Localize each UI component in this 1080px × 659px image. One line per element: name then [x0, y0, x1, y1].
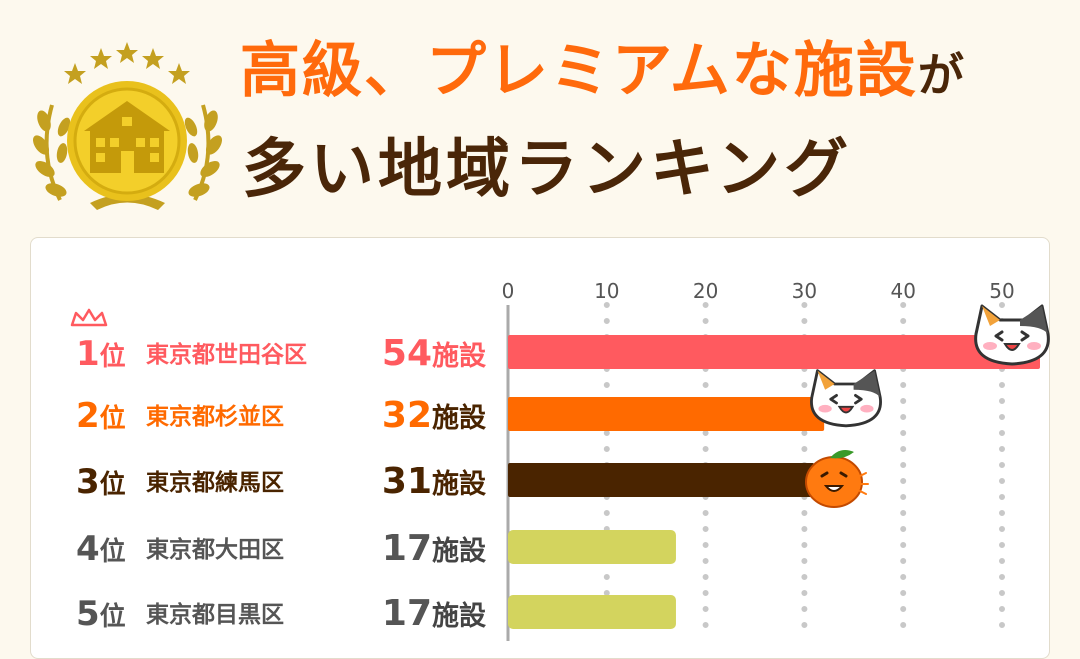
medal-icon — [33, 42, 222, 210]
value-unit: 施設 — [432, 340, 487, 372]
rank-number: 5 — [76, 594, 100, 634]
x-tick-label: 30 — [792, 279, 817, 303]
value-unit: 施設 — [432, 535, 487, 567]
rank-number: 2 — [76, 396, 100, 436]
rank-suffix: 位 — [100, 469, 126, 500]
cat-icon — [810, 369, 882, 428]
rank-number: 3 — [76, 462, 100, 502]
laurel-icon — [33, 104, 222, 210]
area-name: 東京都杉並区 — [146, 403, 284, 430]
value-number: 32 — [382, 395, 432, 436]
star-icon — [64, 42, 190, 84]
chart-panel — [30, 237, 1050, 659]
rank-suffix: 位 — [100, 403, 126, 434]
rank-suffix: 位 — [100, 601, 126, 632]
bar — [508, 463, 815, 497]
bar — [508, 397, 825, 431]
rank-label: 2位 — [76, 396, 126, 436]
value-label: 31施設 — [382, 461, 487, 502]
value-number: 17 — [382, 593, 432, 634]
crown-icon — [70, 308, 108, 327]
bar — [508, 335, 1040, 369]
value-number: 54 — [382, 333, 432, 374]
area-name: 東京都練馬区 — [146, 469, 284, 496]
header: 高級、プレミアムな施設が 多い地域ランキング — [0, 0, 1080, 230]
rank-label: 1位 — [76, 334, 126, 374]
value-unit: 施設 — [432, 468, 487, 500]
orange-icon — [805, 450, 869, 508]
page-title-line2: 多い地域ランキング — [242, 133, 853, 207]
value-number: 31 — [382, 461, 432, 502]
x-tick-label: 40 — [890, 279, 915, 303]
x-tick-label: 0 — [502, 279, 515, 303]
rank-label: 3位 — [76, 462, 126, 502]
rank-number: 1 — [76, 334, 100, 374]
area-name: 東京都世田谷区 — [146, 341, 307, 368]
value-label: 54施設 — [382, 333, 487, 374]
x-tick-label: 10 — [594, 279, 619, 303]
rank-label: 4位 — [76, 529, 126, 569]
rank-number: 4 — [76, 529, 100, 569]
cat-icon — [974, 304, 1050, 366]
building-icon — [84, 101, 170, 173]
bar — [508, 595, 676, 629]
value-label: 17施設 — [382, 593, 487, 634]
value-number: 17 — [382, 528, 432, 569]
value-unit: 施設 — [432, 600, 487, 632]
x-tick-label: 20 — [693, 279, 718, 303]
value-label: 32施設 — [382, 395, 487, 436]
page-title-line1: 高級、プレミアムな施設が — [240, 36, 966, 106]
rank-suffix: 位 — [100, 536, 126, 567]
rank-suffix: 位 — [100, 341, 126, 372]
value-unit: 施設 — [432, 402, 487, 434]
area-name: 東京都大田区 — [146, 536, 284, 563]
rank-label: 5位 — [76, 594, 126, 634]
area-name: 東京都目黒区 — [146, 601, 284, 628]
value-label: 17施設 — [382, 528, 487, 569]
bar — [508, 530, 676, 564]
x-tick-label: 50 — [989, 279, 1014, 303]
